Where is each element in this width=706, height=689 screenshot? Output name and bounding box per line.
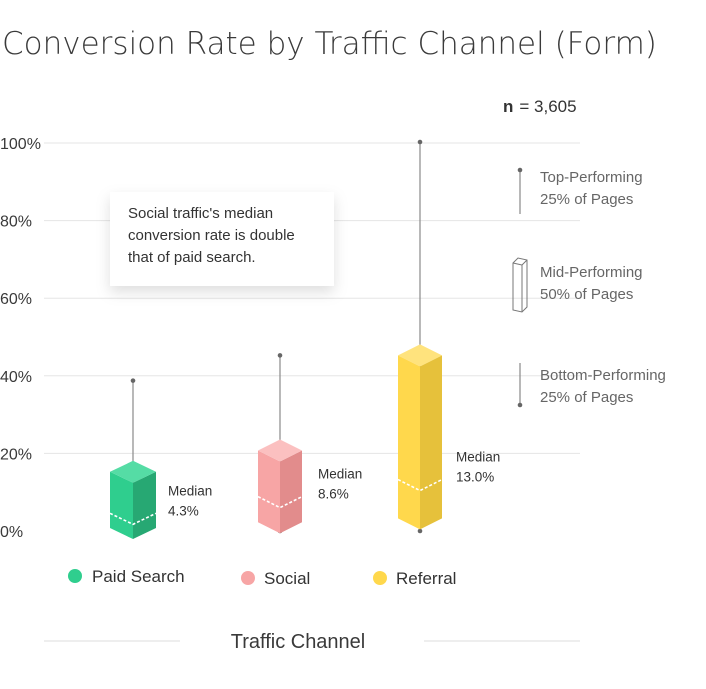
box-side-face — [420, 355, 442, 530]
box-front-face — [258, 450, 280, 534]
sample-size-value: = 3,605 — [519, 97, 576, 116]
median-line — [397, 478, 443, 492]
legend-label-referral: Referral — [396, 569, 456, 588]
gridlines — [44, 142, 580, 454]
median-label: Median — [168, 483, 212, 498]
key-top-icon — [517, 167, 523, 214]
sample-size: n = 3,605 — [503, 97, 577, 116]
whisker-max-point — [277, 353, 283, 358]
whisker-max-point — [417, 139, 423, 145]
y-tick-label: 40% — [0, 369, 32, 386]
box-side-face — [280, 450, 302, 534]
median-value: 4.3% — [168, 503, 199, 518]
legend-swatch-social — [241, 571, 255, 585]
box-top-face — [258, 439, 302, 462]
key-bottom-line-2: 25% of Pages — [540, 389, 633, 406]
legend-label-paid-search: Paid Search — [92, 567, 185, 586]
sample-size-label: n — [503, 97, 513, 116]
legend-swatch-referral — [373, 571, 387, 585]
median-label: Median — [318, 467, 362, 482]
y-tick-label: 100% — [0, 136, 41, 153]
y-tick-label: 60% — [0, 291, 32, 308]
y-tick-label: 80% — [0, 214, 32, 231]
box-front-face — [398, 355, 420, 530]
key-mid-line-1: Mid-Performing — [540, 264, 643, 281]
y-tick-label: 20% — [0, 446, 32, 463]
key-bottom-line-1: Bottom-Performing — [540, 367, 666, 384]
key-top-line-1: Top-Performing — [540, 169, 643, 186]
median-label: Median — [456, 450, 500, 465]
legend-swatch-paid-search — [68, 569, 82, 583]
y-tick-label: 0% — [0, 524, 23, 541]
y-axis-ticks: 0% 20% 40% 60% 80% 100% — [0, 136, 41, 541]
box-front-face — [110, 471, 133, 540]
whisker-max-point — [130, 378, 136, 383]
x-axis-label: Traffic Channel — [231, 631, 366, 653]
annotation-callout: Social traffic's median conversion rate … — [110, 192, 334, 286]
legend: Paid Search Social Referral — [68, 567, 456, 588]
median-value: 13.0% — [456, 470, 494, 485]
box-top-face — [110, 460, 156, 483]
median-value: 8.6% — [318, 487, 349, 502]
legend-label-social: Social — [264, 569, 310, 588]
box-top-face — [398, 344, 442, 367]
box-side-face — [133, 471, 156, 540]
box-paid-search: Median 4.3% — [109, 378, 212, 540]
box-referral: Median 13.0% — [397, 139, 500, 534]
callout-box — [110, 192, 334, 286]
key-bottom-icon — [517, 363, 523, 408]
key: Top-Performing 25% of Pages Mid-Performi… — [512, 167, 666, 408]
box-social: Median 8.6% — [257, 353, 362, 534]
median-line — [257, 495, 303, 509]
box-plots: Median 4.3% Median 8.6% Median 13.0% — [109, 139, 500, 540]
key-top-line-2: 25% of Pages — [540, 191, 633, 208]
callout-line-2: conversion rate is double — [128, 227, 295, 244]
whisker-min-point — [417, 528, 423, 534]
callout-line-3: that of paid search. — [128, 249, 256, 266]
chart-title: Conversion Rate by Traffic Channel (Form… — [2, 26, 657, 62]
callout-line-1: Social traffic's median — [128, 205, 273, 222]
key-mid-icon — [512, 257, 528, 313]
key-mid-line-2: 50% of Pages — [540, 286, 633, 303]
median-line — [109, 512, 157, 526]
